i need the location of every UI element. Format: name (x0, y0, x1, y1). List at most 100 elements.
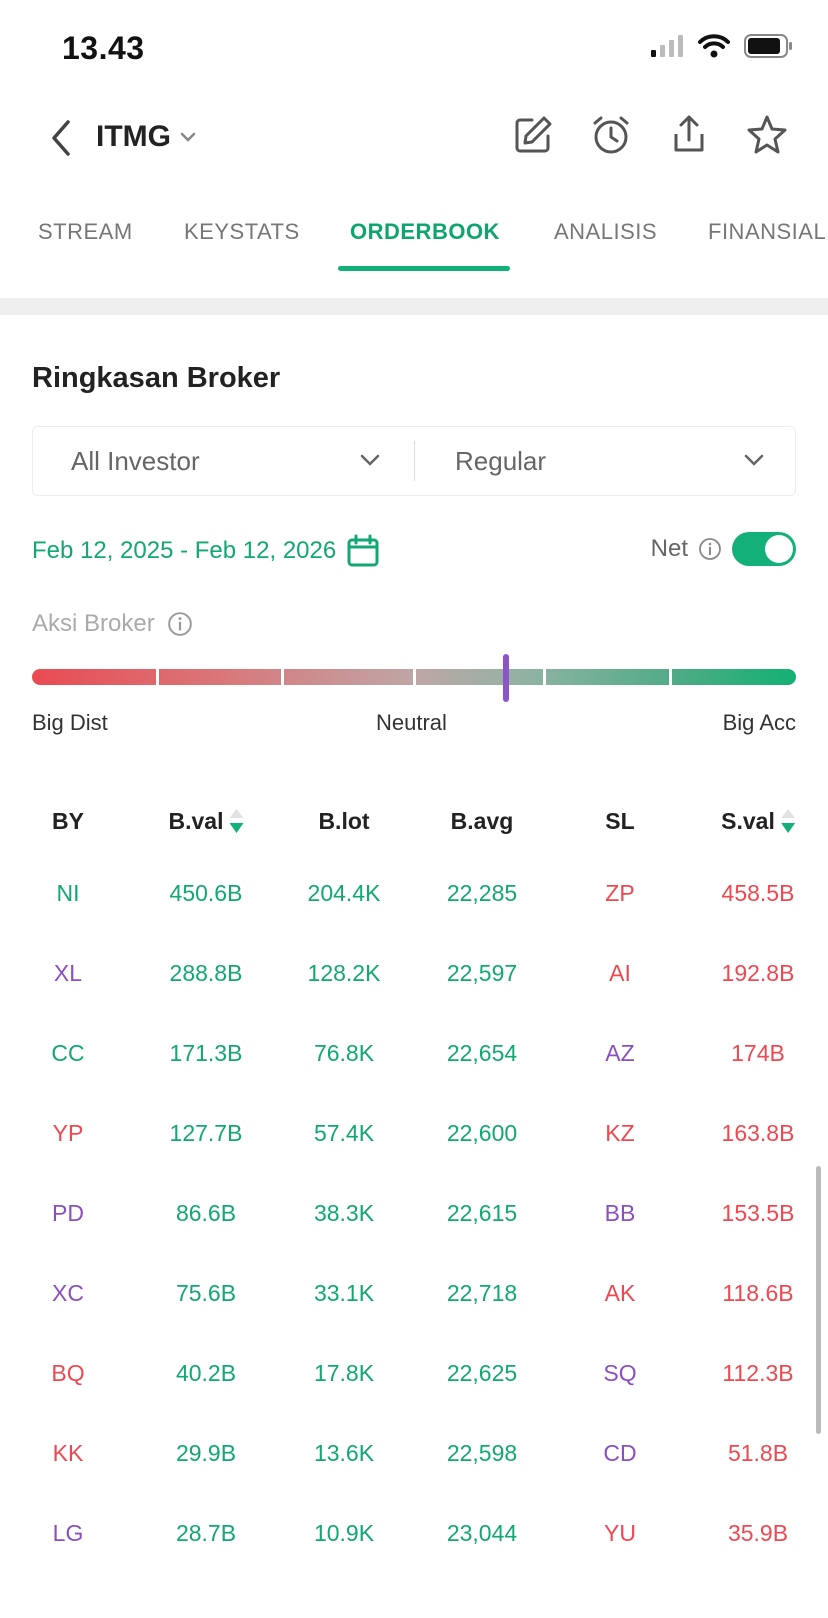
broker-action-gauge (32, 669, 796, 685)
cell-bavg: 23,044 (446, 1520, 518, 1546)
investor-select-value: All Investor (71, 445, 200, 476)
scrollbar[interactable] (816, 1166, 821, 1434)
cell-by: CC (51, 1040, 85, 1066)
share-button[interactable] (668, 114, 710, 156)
table-row[interactable]: BQ 40.2B 17.8K 22,625 SQ 112.3B (0, 1360, 828, 1420)
col-header-bavg[interactable]: B.avg (450, 808, 514, 834)
tab-keystats[interactable]: KEYSTATS (184, 219, 300, 244)
gauge-divider (543, 669, 546, 685)
cell-bval: 450.6B (169, 880, 243, 906)
cell-sval: 112.3B (722, 1360, 794, 1386)
cell-sval: 153.5B (721, 1200, 795, 1226)
col-header-sl[interactable]: SL (605, 808, 635, 834)
cell-bavg: 22,718 (446, 1280, 518, 1306)
cell-sl: YU (604, 1520, 636, 1546)
tab-stream[interactable]: STREAM (38, 219, 133, 244)
star-icon (747, 115, 787, 154)
back-icon[interactable] (46, 118, 76, 158)
cell-bval: 28.7B (175, 1520, 237, 1546)
chevron-down-icon (180, 132, 196, 142)
market-select[interactable]: Regular (455, 427, 765, 495)
table-row[interactable]: KK 29.9B 13.6K 22,598 CD 51.8B (0, 1440, 828, 1500)
section-divider (0, 298, 828, 315)
tab-finansial[interactable]: FINANSIAL (708, 219, 827, 244)
gauge-marker (502, 654, 509, 702)
col-header-sval[interactable]: S.val (721, 808, 795, 835)
cell-bval: 127.7B (169, 1120, 243, 1146)
cell-bavg: 22,600 (446, 1120, 518, 1146)
cell-bval: 29.9B (175, 1440, 237, 1466)
cell-sval: 163.8B (721, 1120, 795, 1146)
cell-sval: 192.8B (721, 960, 795, 986)
table-row[interactable]: LG 28.7B 10.9K 23,044 YU 35.9B (0, 1520, 828, 1580)
ticker-selector[interactable]: ITMG (96, 120, 197, 154)
market-select-value: Regular (455, 445, 547, 476)
cell-by: KK (52, 1440, 84, 1466)
tab-orderbook[interactable]: ORDERBOOK (350, 219, 500, 244)
cell-sl: AZ (605, 1040, 635, 1066)
net-label: Net (650, 535, 688, 562)
chevron-down-icon (744, 454, 764, 466)
cell-sl: ZP (605, 880, 635, 906)
status-icons (650, 34, 794, 58)
alarm-icon (593, 116, 629, 154)
header-actions (512, 114, 788, 156)
gauge-right-label: Big Acc (722, 710, 796, 735)
gauge-divider (669, 669, 672, 685)
net-control: Net (651, 532, 796, 566)
cell-sval: 35.9B (727, 1520, 789, 1546)
battery-icon (744, 34, 792, 58)
cell-sval: 51.8B (727, 1440, 789, 1466)
info-icon[interactable] (167, 611, 193, 637)
alarm-button[interactable] (590, 114, 632, 156)
gauge-divider (156, 669, 159, 685)
info-icon[interactable] (698, 537, 722, 561)
calendar-icon (347, 534, 379, 567)
filter-separator (414, 441, 415, 481)
gauge-mid-label: Neutral (376, 710, 447, 735)
col-header-bval[interactable]: B.val (169, 808, 244, 835)
aksi-broker-header: Aksi Broker (32, 610, 193, 638)
table-row[interactable]: NI 450.6B 204.4K 22,285 ZP 458.5B (0, 880, 828, 940)
table-row[interactable]: CC 171.3B 76.8K 22,654 AZ 174B (0, 1040, 828, 1100)
cell-blot: 76.8K (313, 1040, 375, 1066)
table-row[interactable]: PD 86.6B 38.3K 22,615 BB 153.5B (0, 1200, 828, 1260)
cell-bval: 75.6B (175, 1280, 237, 1306)
cell-bval: 86.6B (175, 1200, 237, 1226)
col-header-blot[interactable]: B.lot (318, 808, 370, 834)
cell-sl: AI (609, 960, 631, 986)
date-row: Feb 12, 2025 - Feb 12, 2026 Net (32, 528, 796, 570)
cell-bavg: 22,625 (446, 1360, 518, 1386)
investor-select[interactable]: All Investor (71, 427, 381, 495)
cell-by: BQ (51, 1360, 85, 1386)
cell-sl: BB (604, 1200, 636, 1226)
cell-bavg: 22,597 (446, 960, 518, 986)
cell-bval: 171.3B (169, 1040, 243, 1066)
date-range-picker[interactable]: Feb 12, 2025 - Feb 12, 2026 (32, 534, 380, 568)
table-row[interactable]: YP 127.7B 57.4K 22,600 KZ 163.8B (0, 1120, 828, 1180)
cell-sl: AK (604, 1280, 636, 1306)
table-row[interactable]: XL 288.8B 128.2K 22,597 AI 192.8B (0, 960, 828, 1020)
edit-button[interactable] (512, 114, 554, 156)
watchlist-button[interactable] (746, 114, 788, 156)
sort-desc-icon (229, 808, 244, 835)
date-range-label: Feb 12, 2025 - Feb 12, 2026 (32, 537, 337, 564)
toggle-knob (765, 535, 793, 563)
status-bar: 13.43 (0, 0, 828, 100)
cell-blot: 10.9K (313, 1520, 375, 1546)
share-icon (674, 115, 704, 152)
table-row[interactable]: XC 75.6B 33.1K 22,718 AK 118.6B (0, 1280, 828, 1340)
cell-by: LG (52, 1520, 84, 1546)
filter-bar: All Investor Regular (32, 426, 796, 496)
gauge-divider (281, 669, 284, 685)
cell-by: NI (56, 880, 80, 906)
net-toggle[interactable] (732, 532, 796, 566)
cell-sval: 174B (731, 1040, 785, 1066)
tab-analisis[interactable]: ANALISIS (554, 219, 658, 244)
col-header-by[interactable]: BY (52, 808, 84, 834)
cell-sl: KZ (605, 1120, 635, 1146)
cell-blot: 33.1K (313, 1280, 375, 1306)
cell-bavg: 22,598 (446, 1440, 518, 1466)
sort-desc-icon (780, 808, 795, 835)
cell-blot: 13.6K (313, 1440, 375, 1466)
